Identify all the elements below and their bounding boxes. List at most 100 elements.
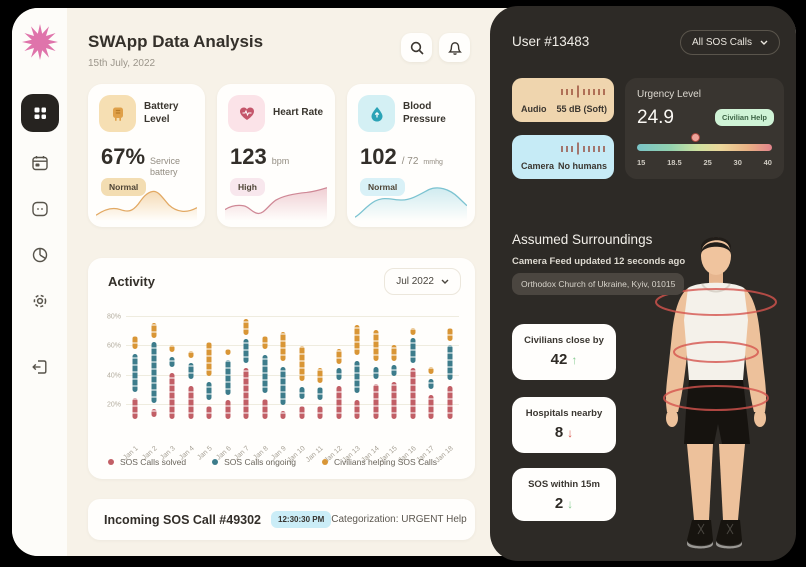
bar-segment bbox=[225, 359, 231, 395]
pie-chart-icon bbox=[32, 247, 47, 263]
gridline bbox=[126, 345, 459, 347]
trend-down-icon: ↓ bbox=[567, 496, 574, 511]
bar-segment bbox=[373, 384, 379, 420]
stat-card-civilians: Civilians close by 42 ↑ bbox=[512, 324, 616, 380]
gridline bbox=[126, 403, 459, 405]
bar-segment bbox=[354, 400, 360, 420]
sidebar-item-settings[interactable] bbox=[21, 282, 59, 320]
bar-segment bbox=[169, 345, 175, 353]
bar-segment bbox=[243, 368, 249, 420]
logout-icon bbox=[31, 360, 46, 374]
heart-rate-card: Heart Rate 123 bpm High bbox=[217, 84, 335, 227]
dashboard-grid-icon bbox=[34, 107, 46, 119]
battery-level-card: Battery Level 67% Service battery Normal bbox=[88, 84, 205, 227]
metric-unit: bpm bbox=[271, 156, 290, 166]
legend-dot-icon bbox=[321, 459, 328, 465]
panel-user-title: User #13483 bbox=[512, 34, 590, 49]
bar-segment bbox=[169, 356, 175, 367]
bar-segment bbox=[447, 385, 453, 420]
incoming-sos-time-badge: 12:30:30 PM bbox=[271, 511, 332, 528]
bar-segment bbox=[317, 368, 323, 383]
bar-segment bbox=[447, 345, 453, 381]
sidebar-item-dashboard[interactable] bbox=[20, 94, 59, 132]
metric-unit: / 72 bbox=[401, 156, 419, 167]
bar-segment bbox=[336, 368, 342, 381]
battery-sparkline bbox=[96, 190, 197, 221]
bar-segment bbox=[169, 372, 175, 420]
stat-label: Hospitals nearby bbox=[525, 408, 603, 419]
camera-sensor-card: Camera No humans bbox=[512, 135, 614, 179]
bar-segment bbox=[206, 381, 212, 401]
stat-label: Civilians close by bbox=[524, 335, 604, 346]
bar-segment bbox=[280, 410, 286, 420]
search-button[interactable] bbox=[401, 33, 432, 62]
bar-segment bbox=[354, 361, 360, 394]
bar-segment bbox=[151, 342, 157, 404]
metric-unit-small: mmhg bbox=[423, 159, 443, 166]
metric-value: 67% bbox=[101, 144, 146, 169]
bar-segment bbox=[373, 330, 379, 362]
bar-segment bbox=[299, 406, 305, 420]
sidebar bbox=[12, 8, 67, 556]
bar-segment bbox=[428, 378, 434, 389]
bar-segment bbox=[410, 337, 416, 363]
metric-title: Heart Rate bbox=[273, 107, 324, 119]
sidebar-item-analytics[interactable] bbox=[21, 236, 59, 274]
legend-label: SOS Calls ongoing bbox=[224, 457, 296, 467]
stat-value: 42 bbox=[550, 351, 568, 368]
legend-label: Civilians helping SOS Calls bbox=[333, 457, 437, 467]
bar-segment bbox=[225, 400, 231, 420]
bar-segment bbox=[280, 366, 286, 405]
urgency-scale: 15 18.5 25 30 40 bbox=[637, 158, 772, 167]
status-badge: Normal bbox=[101, 178, 147, 196]
starburst-logo bbox=[21, 24, 58, 60]
scale-tick: 15 bbox=[637, 158, 646, 167]
metric-title: Battery Level bbox=[144, 101, 179, 125]
activity-plot: 20% 40% 60% 80% bbox=[107, 310, 459, 434]
bar-segment bbox=[280, 331, 286, 362]
bar-segment bbox=[428, 394, 434, 420]
period-dropdown[interactable]: Jul 2022 bbox=[384, 268, 461, 295]
bar-segment bbox=[188, 362, 194, 379]
audio-label: Audio bbox=[521, 104, 547, 114]
bar-segment bbox=[151, 409, 157, 417]
urgency-value: 24.9 bbox=[637, 107, 674, 128]
blood-pressure-sparkline bbox=[355, 187, 467, 221]
legend-item: Civilians helping SOS Calls bbox=[321, 457, 437, 467]
sidebar-item-logout[interactable] bbox=[21, 348, 59, 386]
sidebar-item-calendar[interactable] bbox=[21, 144, 59, 182]
bar-segment bbox=[243, 318, 249, 335]
legend-dot-icon bbox=[108, 459, 114, 465]
notifications-button[interactable] bbox=[439, 33, 470, 62]
bell-icon bbox=[447, 41, 462, 55]
bar-segment bbox=[299, 346, 305, 382]
bar-segment bbox=[410, 327, 416, 335]
camera-feed-status: Camera Feed updated 12 seconds ago bbox=[512, 256, 686, 267]
bar-segment bbox=[373, 366, 379, 379]
stat-value: 8 bbox=[554, 424, 564, 441]
legend-dot-icon bbox=[212, 459, 219, 465]
sidebar-item-messages[interactable] bbox=[21, 190, 59, 228]
bar-segment bbox=[262, 336, 268, 350]
scale-tick: 25 bbox=[703, 158, 712, 167]
scale-tick: 30 bbox=[733, 158, 742, 167]
bar-segment bbox=[410, 368, 416, 420]
bar-segment bbox=[391, 381, 397, 420]
bar-segment bbox=[317, 387, 323, 401]
sos-calls-filter-dropdown[interactable]: All SOS Calls bbox=[679, 30, 780, 55]
page-date: 15th July, 2022 bbox=[88, 58, 156, 69]
bar-segment bbox=[151, 323, 157, 338]
chevron-down-icon bbox=[441, 279, 449, 284]
camera-label: Camera bbox=[521, 161, 555, 171]
urgency-slider-track[interactable] bbox=[637, 144, 772, 151]
activity-legend: SOS Calls solved SOS Calls ongoing Civilia… bbox=[108, 457, 437, 467]
heart-pulse-icon bbox=[228, 95, 265, 132]
urgency-slider-marker[interactable] bbox=[691, 133, 700, 142]
metric-value: 102 bbox=[360, 144, 397, 169]
incoming-sos-bar[interactable]: Incoming SOS Call #49302 12:30:30 PM Cat… bbox=[88, 499, 475, 540]
stat-label: SOS within 15m bbox=[528, 479, 600, 490]
audio-value: 55 dB (Soft) bbox=[556, 104, 608, 114]
bar-segment bbox=[206, 406, 212, 420]
urgency-badge: Civilian Help bbox=[714, 109, 774, 126]
